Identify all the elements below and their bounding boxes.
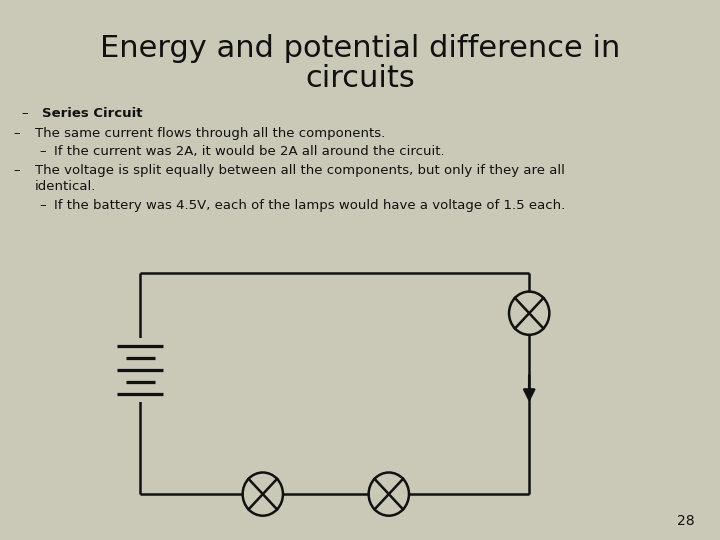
Text: identical.: identical. — [35, 180, 96, 193]
Text: circuits: circuits — [305, 64, 415, 93]
Text: –: – — [40, 145, 46, 158]
Text: If the current was 2A, it would be 2A all around the circuit.: If the current was 2A, it would be 2A al… — [54, 145, 445, 158]
Text: The same current flows through all the components.: The same current flows through all the c… — [35, 127, 384, 140]
Text: –: – — [40, 199, 46, 212]
Text: –: – — [13, 164, 19, 177]
Text: Series Circuit: Series Circuit — [42, 107, 143, 120]
Text: –: – — [22, 107, 28, 120]
Text: If the battery was 4.5V, each of the lamps would have a voltage of 1.5 each.: If the battery was 4.5V, each of the lam… — [54, 199, 565, 212]
Text: –: – — [13, 127, 19, 140]
Text: Energy and potential difference in: Energy and potential difference in — [100, 34, 620, 63]
FancyBboxPatch shape — [112, 338, 169, 402]
Text: 28: 28 — [678, 514, 695, 528]
Text: The voltage is split equally between all the components, but only if they are al: The voltage is split equally between all… — [35, 164, 564, 177]
